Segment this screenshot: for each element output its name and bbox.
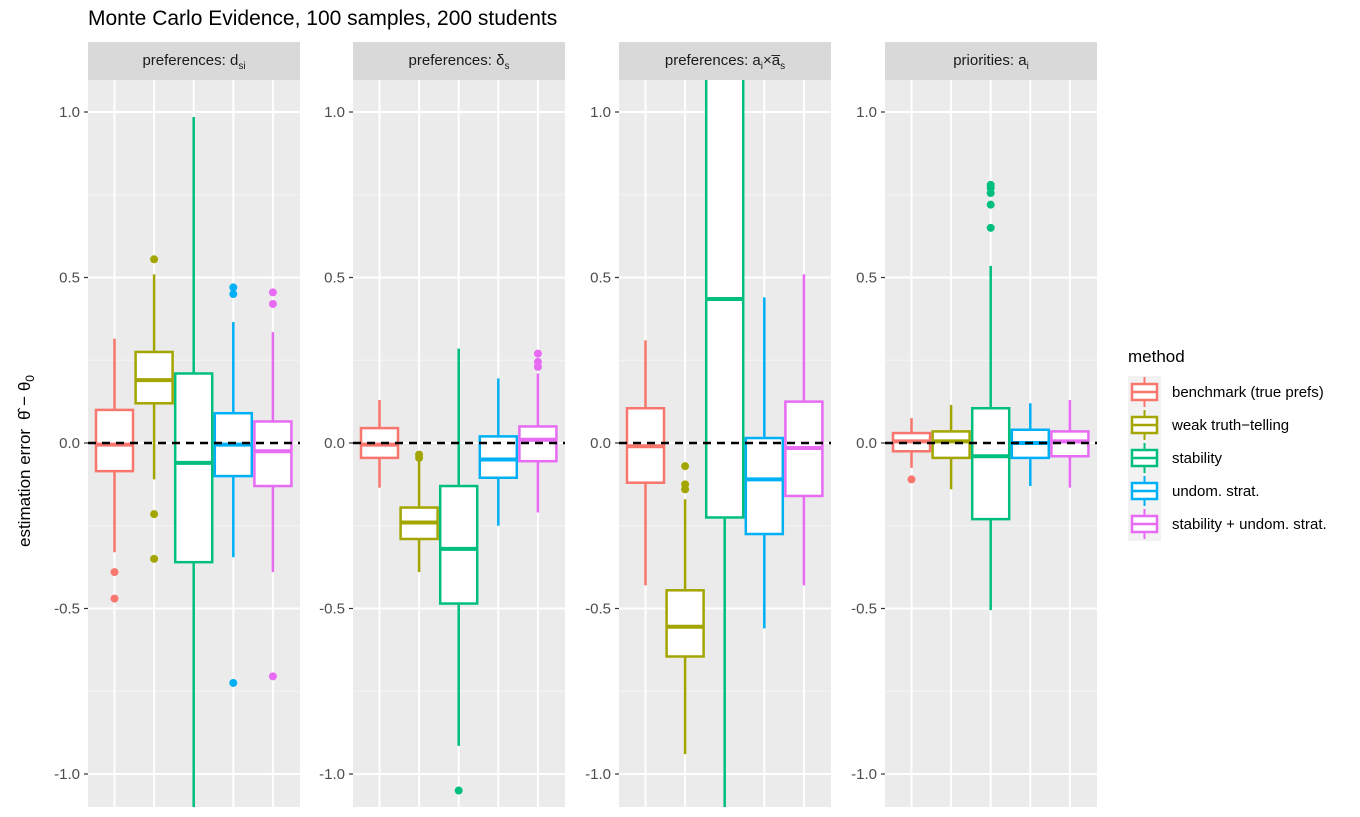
y-tick-label: 0.5 — [856, 270, 877, 287]
legend-item: weak truth−telling — [1128, 409, 1289, 442]
legend: method benchmark (true prefs) weak truth−t… — [1128, 347, 1327, 541]
facet-panel: preferences: ai×a̅s 1.0 0.5 0.0 -0.5 -1.0 — [585, 42, 831, 807]
box — [744, 436, 785, 536]
outlier-point — [229, 290, 238, 299]
y-tick-label: -1.0 — [585, 766, 611, 783]
legend-item: benchmark (true prefs) — [1128, 376, 1324, 409]
facet-panel: preferences: dsi 1.0 0.5 0.0 -0.5 -1.0 — [54, 42, 300, 807]
outlier-point — [268, 672, 277, 681]
y-tick-label: 0.5 — [590, 270, 611, 287]
outlier-point — [110, 594, 119, 603]
legend-item-label: stability — [1172, 450, 1223, 467]
y-tick-label: 1.0 — [856, 104, 877, 121]
facet-strip-label: priorities: ai — [953, 52, 1029, 72]
legend-title: method — [1128, 347, 1185, 366]
facet-strip — [619, 42, 831, 80]
legend-item-label: undom. strat. — [1172, 483, 1260, 500]
y-tick-label: -1.0 — [851, 766, 877, 783]
legend-item: stability + undom. strat. — [1128, 508, 1327, 541]
box — [438, 484, 479, 605]
box — [931, 430, 971, 460]
box — [173, 372, 214, 564]
box-group — [94, 116, 293, 807]
box — [253, 420, 293, 488]
box-group — [625, 80, 824, 807]
facet-strip-label: preferences: ai×a̅s — [665, 52, 785, 72]
box — [970, 406, 1011, 521]
legend-item: stability — [1128, 442, 1223, 475]
y-tick-label: -0.5 — [54, 601, 80, 618]
y-tick-label: -1.0 — [54, 766, 80, 783]
outlier-point — [986, 200, 995, 209]
outlier-point — [150, 255, 159, 264]
outlier-point — [454, 786, 463, 795]
outlier-point — [150, 554, 159, 563]
facet-strip-label: preferences: dsi — [142, 52, 245, 72]
outlier-point — [229, 678, 238, 687]
y-axis-label: estimation error θ̂ − θ0 — [15, 375, 37, 547]
facet-strip — [88, 42, 300, 80]
box-group — [891, 180, 1090, 611]
y-tick-label: 0.0 — [590, 435, 611, 452]
outlier-point — [415, 453, 424, 462]
legend-item-label: stability + undom. strat. — [1172, 516, 1327, 533]
facet-panel: priorities: ai 1.0 0.5 0.0 -0.5 -1.0 — [851, 42, 1097, 807]
outlier-point — [986, 189, 995, 198]
outlier-point — [533, 362, 542, 371]
box — [134, 350, 174, 405]
outlier-point — [150, 510, 159, 519]
y-tick-label: 0.5 — [324, 270, 345, 287]
y-tick-label: 0.0 — [324, 435, 345, 452]
chart-title: Monte Carlo Evidence, 100 samples, 200 s… — [88, 7, 557, 30]
outlier-point — [268, 288, 277, 297]
y-tick-label: -0.5 — [319, 601, 345, 618]
y-tick-label: 0.5 — [59, 270, 80, 287]
facet-strip — [885, 42, 1097, 80]
outlier-point — [907, 475, 916, 484]
facet-panel: preferences: δs 1.0 0.5 0.0 -0.5 -1.0 — [319, 42, 565, 807]
outlier-point — [681, 462, 690, 471]
y-tick-label: 0.0 — [59, 435, 80, 452]
box — [704, 80, 745, 519]
y-tick-label: 1.0 — [59, 104, 80, 121]
legend-item-label: weak truth−telling — [1171, 417, 1289, 434]
legend-item: undom. strat. — [1128, 475, 1260, 508]
outlier-point — [681, 485, 690, 494]
y-tick-label: -0.5 — [585, 601, 611, 618]
outlier-point — [533, 349, 542, 358]
legend-item-label: benchmark (true prefs) — [1172, 384, 1324, 401]
box — [665, 589, 705, 658]
facet-strip — [353, 42, 565, 80]
box — [94, 408, 135, 473]
y-tick-label: 1.0 — [324, 104, 345, 121]
y-axis-label-text: estimation error — [15, 429, 34, 547]
y-tick-label: -0.5 — [851, 601, 877, 618]
y-axis-label-math: θ̂ − θ0 — [15, 375, 37, 420]
outlier-point — [229, 283, 238, 292]
y-tick-label: 1.0 — [590, 104, 611, 121]
facet-strip-label: preferences: δs — [409, 52, 510, 72]
y-tick-label: 0.0 — [856, 435, 877, 452]
y-tick-label: -1.0 — [319, 766, 345, 783]
outlier-point — [268, 299, 277, 308]
outlier-point — [110, 568, 119, 577]
outlier-point — [986, 223, 995, 232]
